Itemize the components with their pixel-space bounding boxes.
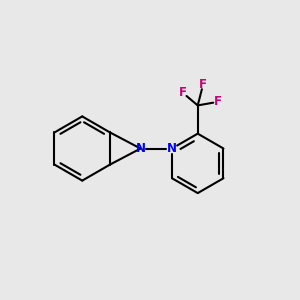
Text: F: F — [179, 86, 187, 99]
Text: N: N — [136, 142, 146, 155]
Text: F: F — [214, 95, 222, 108]
Text: F: F — [199, 78, 207, 91]
Text: N: N — [167, 142, 177, 155]
